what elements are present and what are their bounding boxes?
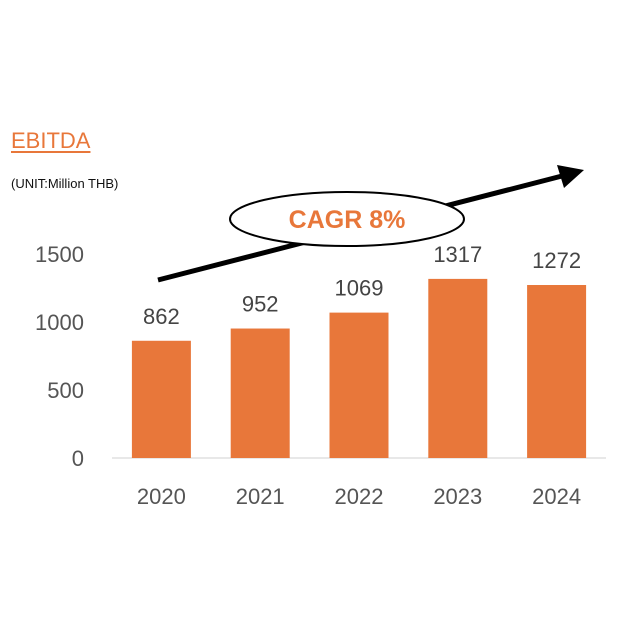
bar-2021 (230, 328, 290, 458)
bars: 862 952 1069 1317 1272 (131, 242, 587, 458)
bar-2024 (527, 285, 587, 458)
x-tick-label: 2024 (532, 484, 581, 509)
x-axis: 2020 2021 2022 2023 2024 (137, 484, 581, 509)
x-tick-label: 2022 (335, 484, 384, 509)
chart-title: EBITDA (11, 128, 91, 153)
data-label-2024: 1272 (532, 248, 581, 273)
y-tick-label: 500 (47, 378, 84, 403)
unit-label: (UNIT:Million THB) (11, 176, 119, 191)
cagr-ellipse (229, 191, 465, 247)
cagr-label: CAGR 8% (289, 206, 406, 234)
y-tick-label: 1500 (35, 242, 84, 267)
data-label-2023: 1317 (433, 242, 482, 267)
x-tick-label: 2021 (236, 484, 285, 509)
y-tick-label: 0 (72, 446, 84, 471)
bar-2022 (329, 312, 389, 458)
data-label-2020: 862 (143, 304, 180, 329)
y-tick-label: 1000 (35, 310, 84, 335)
x-tick-label: 2020 (137, 484, 186, 509)
data-label-2022: 1069 (335, 276, 384, 301)
bar-2020 (131, 340, 191, 458)
y-axis: 0 500 1000 1500 (35, 242, 84, 471)
x-tick-label: 2023 (433, 484, 482, 509)
data-label-2021: 952 (242, 292, 279, 317)
bar-2023 (428, 278, 488, 458)
